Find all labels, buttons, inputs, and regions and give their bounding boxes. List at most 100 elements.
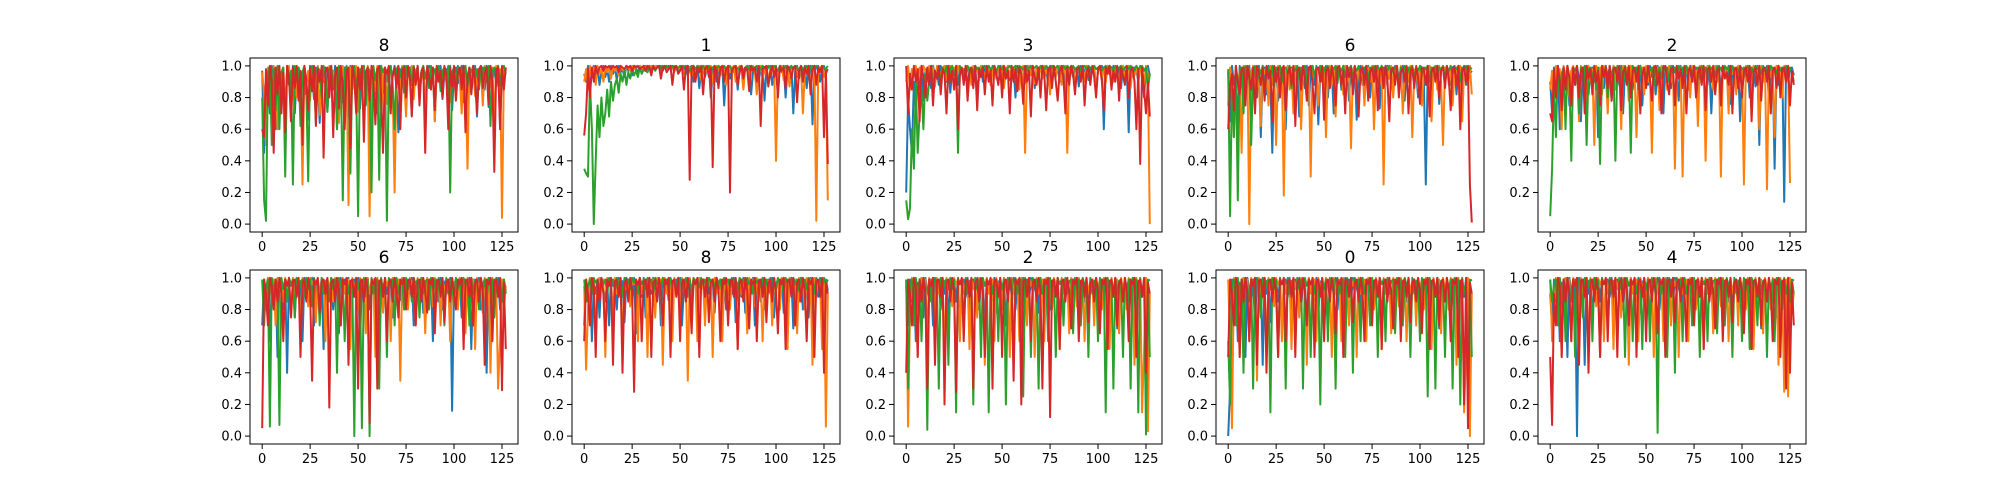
y-tick-label: 0.6	[865, 123, 886, 138]
x-tick-label: 50	[350, 452, 367, 467]
axes-frame	[249, 57, 519, 233]
x-tick-label: 0	[258, 452, 266, 467]
y-tick-label: 0.2	[1509, 398, 1530, 413]
y-tick-label: 1.0	[865, 271, 886, 286]
y-tick-label: 0.8	[1509, 303, 1530, 318]
x-tick-label: 75	[398, 240, 415, 255]
y-tick-label: 0.0	[543, 430, 564, 445]
x-tick-label: 125	[1778, 452, 1803, 467]
x-tick-label: 0	[258, 240, 266, 255]
y-tick-label: 0.6	[865, 335, 886, 350]
x-tick-label: 100	[1730, 240, 1755, 255]
y-tick-label: 0.4	[1187, 154, 1208, 169]
subplot-3: 6 0 25 50 75 100 125 0.0 0.2 0.4 0.6 0.8 1.0	[1187, 36, 1485, 255]
subplot-0: 8 0 25 50 75 100 125 0.0 0.2 0.4 0.6 0.8 1.0	[221, 36, 519, 255]
subplot-1: 1 0 25 50 75 100 125 0.0 0.2 0.4 0.6 0.8 1.0	[543, 36, 841, 255]
x-tick-label: 0	[1546, 452, 1554, 467]
x-tick-label: 100	[1730, 452, 1755, 467]
x-tick-label: 25	[946, 240, 963, 255]
y-tick-label: 0.0	[1187, 218, 1208, 233]
y-tick-label: 0.8	[1187, 91, 1208, 106]
y-tick-label: 0.6	[221, 335, 242, 350]
axes-frame	[1537, 269, 1807, 445]
subplot-title: 2	[1667, 36, 1678, 56]
y-tick-label: 0.4	[543, 366, 564, 381]
x-tick-label: 0	[580, 452, 588, 467]
x-tick-label: 50	[994, 240, 1011, 255]
series-line-3	[905, 276, 1151, 419]
axes-frame	[571, 269, 841, 445]
series-line-2	[583, 64, 829, 226]
axes-frame	[249, 269, 519, 445]
y-tick-label: 0.0	[1187, 430, 1208, 445]
y-tick-label: 1.0	[1187, 59, 1208, 74]
series-line-3	[261, 64, 507, 173]
x-tick-label: 125	[812, 452, 837, 467]
x-tick-label: 75	[1364, 240, 1381, 255]
y-tick-label: 0.0	[543, 218, 564, 233]
subplot-4: 2 0 25 50 75 100 125 0.2 0.4 0.6 0.8 1.0	[1509, 36, 1807, 255]
y-tick-label: 0.2	[1509, 186, 1530, 201]
x-tick-label: 25	[1590, 240, 1607, 255]
y-tick-label: 0.8	[865, 91, 886, 106]
x-tick-label: 100	[1086, 240, 1111, 255]
y-tick-label: 0.0	[865, 218, 886, 233]
x-tick-label: 125	[1778, 240, 1803, 255]
x-tick-label: 75	[1042, 240, 1059, 255]
y-tick-label: 0.4	[221, 154, 242, 169]
x-tick-label: 125	[1456, 240, 1481, 255]
y-tick-label: 1.0	[865, 59, 886, 74]
axes-frame	[893, 269, 1163, 445]
axes-frame	[1215, 57, 1485, 233]
y-tick-label: 0.6	[543, 123, 564, 138]
x-tick-label: 25	[1268, 452, 1285, 467]
y-tick-label: 0.8	[865, 303, 886, 318]
y-tick-label: 1.0	[1509, 59, 1530, 74]
x-tick-label: 125	[1456, 452, 1481, 467]
y-tick-label: 0.2	[1187, 398, 1208, 413]
subplot-8: 0 0 25 50 75 100 125 0.0 0.2 0.4 0.6 0.8 1.0	[1187, 248, 1485, 467]
y-tick-label: 0.4	[543, 154, 564, 169]
subplot-title: 2	[1023, 248, 1034, 268]
y-tick-label: 0.8	[1187, 303, 1208, 318]
subplot-title: 0	[1345, 248, 1356, 268]
x-tick-label: 75	[398, 452, 415, 467]
series-line-3	[1549, 64, 1795, 123]
y-tick-label: 0.0	[865, 430, 886, 445]
series-line-1	[1227, 64, 1473, 226]
subplot-5: 6 0 25 50 75 100 125 0.0 0.2 0.4 0.6 0.8 1.0	[221, 248, 519, 467]
x-tick-label: 100	[764, 240, 789, 255]
y-tick-label: 0.0	[1509, 430, 1530, 445]
x-tick-label: 0	[1224, 240, 1232, 255]
x-tick-label: 75	[720, 240, 737, 255]
series-line-3	[1227, 64, 1473, 223]
x-tick-label: 100	[1086, 452, 1111, 467]
y-tick-label: 0.8	[1509, 91, 1530, 106]
x-tick-label: 0	[902, 240, 910, 255]
y-tick-label: 0.2	[865, 186, 886, 201]
subplot-title: 4	[1667, 248, 1678, 268]
series-line-3	[1227, 276, 1473, 430]
x-tick-label: 125	[812, 240, 837, 255]
subplot-title: 6	[1345, 36, 1356, 56]
x-tick-label: 0	[580, 240, 588, 255]
subplot-title: 8	[379, 36, 390, 56]
series-line-3	[583, 64, 829, 194]
axes-frame	[1215, 269, 1485, 445]
y-tick-label: 0.6	[1187, 123, 1208, 138]
x-tick-label: 50	[672, 240, 689, 255]
x-tick-label: 75	[1042, 452, 1059, 467]
y-tick-label: 0.6	[1187, 335, 1208, 350]
x-tick-label: 0	[1224, 452, 1232, 467]
x-tick-label: 100	[764, 452, 789, 467]
x-tick-label: 100	[442, 240, 467, 255]
subplot-title: 1	[701, 36, 712, 56]
y-tick-label: 0.8	[221, 303, 242, 318]
series-line-3	[583, 276, 829, 393]
y-tick-label: 0.2	[1187, 186, 1208, 201]
x-tick-label: 50	[350, 240, 367, 255]
x-tick-label: 100	[442, 452, 467, 467]
y-tick-label: 0.4	[221, 366, 242, 381]
y-tick-label: 0.6	[1509, 335, 1530, 350]
x-tick-label: 0	[902, 452, 910, 467]
